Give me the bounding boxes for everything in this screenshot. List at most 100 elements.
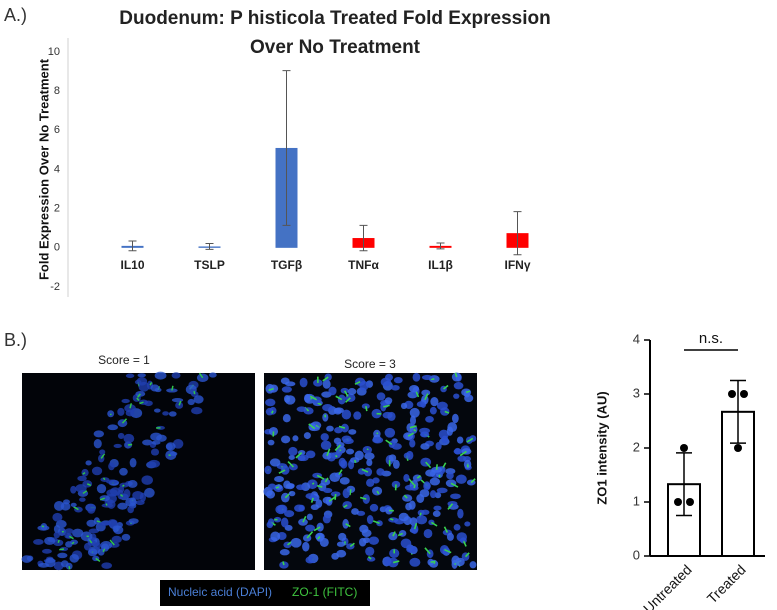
zo1-signal	[366, 448, 369, 451]
nucleus	[93, 439, 102, 449]
nucleus	[151, 440, 161, 445]
nucleus	[421, 389, 431, 396]
nucleus	[52, 512, 63, 522]
zo1-signal	[268, 387, 274, 392]
nucleus	[282, 414, 291, 423]
zo1-signal	[287, 461, 294, 468]
zo1-signal	[465, 390, 471, 394]
x-tick-label: IFNγ	[504, 258, 530, 272]
nucleus	[364, 452, 375, 461]
nucleus	[384, 556, 392, 566]
nucleus	[42, 548, 52, 554]
nucleus	[429, 406, 437, 415]
nucleus	[329, 472, 341, 482]
y-tick-label: 4	[54, 163, 60, 175]
zo1-signal	[136, 397, 140, 401]
nucleus	[420, 431, 430, 438]
zo1-signal	[71, 541, 75, 545]
nucleus	[429, 477, 441, 486]
data-point	[740, 390, 748, 398]
nucleus	[127, 505, 134, 514]
zo1-signal	[102, 477, 106, 481]
zo1-signal	[121, 484, 125, 488]
nucleus	[416, 515, 428, 525]
zo1-signal	[337, 469, 343, 476]
legend-box	[160, 580, 370, 606]
zo1-signal	[343, 390, 349, 397]
nucleus	[85, 460, 92, 466]
nucleus	[117, 407, 125, 416]
nucleus	[283, 480, 291, 489]
nucleus	[376, 468, 385, 476]
nucleus	[125, 409, 135, 417]
zo1-signal	[317, 402, 322, 406]
nucleus	[351, 508, 359, 515]
nucleus	[128, 518, 139, 524]
nucleus	[388, 454, 397, 462]
zo1-signal	[345, 523, 351, 528]
nucleus	[342, 488, 350, 499]
zo1-signal	[82, 472, 86, 475]
zo1-signal	[385, 439, 393, 445]
nucleus	[33, 538, 44, 545]
nucleus	[284, 395, 296, 405]
zo1-signal	[430, 521, 438, 527]
zo1-signal	[462, 540, 467, 547]
nucleus	[129, 457, 137, 468]
y-tick-label: 0	[633, 547, 640, 562]
x-tick-label: TNFα	[348, 258, 379, 272]
zo1-signal	[444, 410, 450, 414]
nucleus	[322, 514, 331, 524]
zo1-signal	[447, 503, 454, 510]
panel-label: A.)	[4, 5, 27, 25]
nucleus	[53, 531, 60, 539]
nucleus	[403, 474, 410, 482]
zo1-signal	[344, 397, 351, 403]
nucleus	[292, 435, 299, 442]
nucleus	[141, 475, 153, 485]
nucleus	[44, 536, 56, 545]
nucleus	[453, 448, 463, 455]
x-tick-label: Treated	[704, 561, 749, 606]
error-bar	[513, 211, 522, 256]
zo1-signal	[139, 401, 144, 405]
y-tick-label: 4	[633, 331, 640, 346]
nucleus	[125, 373, 135, 379]
nucleus	[270, 531, 281, 542]
panel-label: B.)	[4, 330, 27, 350]
nucleus	[137, 373, 146, 378]
nucleus	[86, 519, 96, 527]
zo1-signal	[376, 490, 380, 495]
nucleus	[171, 372, 181, 379]
nucleus	[369, 503, 379, 512]
chart-title: Duodenum: P histicola Treated Fold Expre…	[119, 8, 551, 58]
nucleus	[339, 477, 350, 485]
nucleus	[83, 542, 92, 551]
nucleus	[57, 552, 68, 559]
nucleus	[419, 489, 430, 498]
nucleus	[406, 545, 417, 553]
nucleus	[425, 416, 434, 423]
nucleus	[113, 443, 122, 448]
zo1-signal	[95, 557, 101, 563]
zo1-signal	[338, 425, 346, 429]
zo1-signal	[137, 393, 141, 398]
y-tick-label: 8	[54, 85, 60, 97]
nucleus	[320, 440, 332, 451]
zo1-signal	[316, 484, 323, 488]
zo1-signal	[376, 432, 379, 435]
nucleus	[132, 490, 144, 500]
nucleus	[288, 490, 296, 497]
zo1-signal	[171, 385, 174, 391]
nucleus	[70, 539, 79, 545]
nucleus	[308, 495, 318, 501]
zo1-signal	[372, 520, 380, 524]
zo1-signal	[308, 423, 316, 430]
nucleus	[162, 411, 169, 416]
nucleus	[111, 535, 122, 544]
y-tick-label: 1	[633, 493, 640, 508]
nucleus	[96, 484, 107, 494]
zo1-signal	[343, 504, 348, 508]
nucleus	[319, 537, 329, 548]
zo1-signal	[443, 384, 449, 390]
